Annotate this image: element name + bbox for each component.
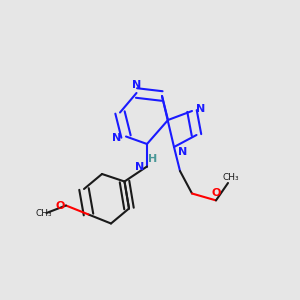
Text: CH₃: CH₃ — [223, 172, 239, 182]
Text: N: N — [196, 103, 205, 114]
Text: N: N — [133, 80, 142, 90]
Text: N: N — [178, 147, 188, 158]
Text: O: O — [211, 188, 221, 198]
Text: N: N — [135, 161, 144, 172]
Text: O: O — [56, 200, 65, 211]
Text: H: H — [148, 154, 158, 164]
Text: N: N — [112, 133, 122, 143]
Text: CH₃: CH₃ — [35, 208, 52, 217]
